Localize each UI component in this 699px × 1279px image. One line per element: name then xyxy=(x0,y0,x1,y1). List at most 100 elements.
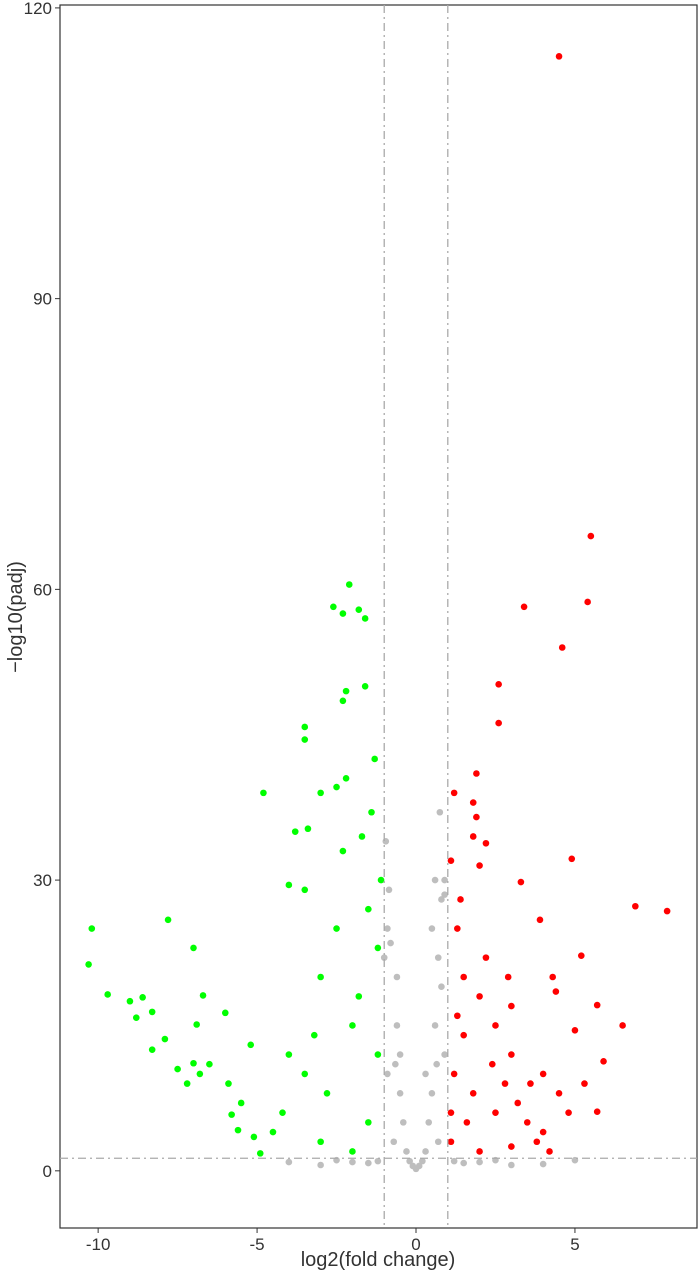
point xyxy=(517,878,525,886)
point xyxy=(384,925,391,932)
point xyxy=(279,1109,286,1116)
point xyxy=(374,1157,382,1165)
point xyxy=(382,838,390,845)
point xyxy=(584,598,591,606)
point xyxy=(310,1031,318,1039)
point xyxy=(523,1119,531,1126)
point xyxy=(317,1161,324,1169)
point xyxy=(406,1157,413,1165)
point xyxy=(476,1158,483,1166)
panel-border xyxy=(59,4,698,1229)
point xyxy=(441,876,448,884)
point xyxy=(164,916,172,924)
point xyxy=(549,973,556,981)
x-tick-label: 5 xyxy=(570,1235,579,1254)
point xyxy=(508,1143,515,1150)
point xyxy=(415,1162,423,1170)
point xyxy=(399,1119,407,1126)
point xyxy=(291,828,299,835)
point xyxy=(285,881,293,889)
point xyxy=(508,1051,515,1058)
point xyxy=(330,603,337,611)
point xyxy=(349,1148,356,1155)
point xyxy=(473,770,480,777)
point xyxy=(539,1128,547,1136)
point xyxy=(396,1089,404,1097)
point xyxy=(587,532,595,540)
point xyxy=(196,1070,204,1078)
point xyxy=(431,1022,439,1029)
point xyxy=(539,1070,547,1078)
point xyxy=(358,833,366,840)
point xyxy=(393,973,401,981)
point xyxy=(447,1138,455,1146)
point xyxy=(183,1080,191,1087)
point xyxy=(428,1089,436,1097)
point xyxy=(392,1060,399,1068)
point xyxy=(269,1128,277,1136)
point xyxy=(454,1012,461,1020)
point xyxy=(555,1089,563,1097)
point xyxy=(234,1126,242,1134)
point xyxy=(256,1150,264,1157)
point xyxy=(593,1108,601,1116)
point xyxy=(339,697,347,705)
point xyxy=(428,925,436,932)
point xyxy=(371,755,378,763)
point xyxy=(508,1002,515,1010)
point xyxy=(304,825,312,833)
point xyxy=(536,916,544,924)
point xyxy=(539,1160,547,1168)
point xyxy=(403,1148,410,1155)
point xyxy=(385,886,393,894)
point xyxy=(504,973,512,981)
y-axis-title: −log10(padj) xyxy=(5,561,27,673)
point xyxy=(409,1162,417,1170)
point xyxy=(225,1080,232,1087)
point xyxy=(342,687,350,695)
point xyxy=(199,992,207,999)
point xyxy=(260,789,267,797)
point xyxy=(492,1109,499,1116)
point xyxy=(317,1138,324,1146)
point xyxy=(495,719,502,727)
point xyxy=(190,1059,197,1067)
point xyxy=(193,1021,200,1028)
point xyxy=(374,1051,382,1058)
point xyxy=(469,833,477,840)
point xyxy=(221,1009,229,1017)
point xyxy=(396,1051,404,1058)
point xyxy=(495,681,502,688)
point xyxy=(501,1080,509,1087)
point xyxy=(355,993,363,1000)
x-axis-title: log2(fold change) xyxy=(301,1249,456,1271)
point xyxy=(425,1119,433,1126)
point xyxy=(148,1046,156,1053)
point xyxy=(419,1157,426,1165)
y-tick-label: 90 xyxy=(33,290,52,309)
point xyxy=(593,1001,601,1009)
point xyxy=(450,1070,458,1078)
point xyxy=(345,581,353,588)
point xyxy=(317,973,324,981)
point xyxy=(104,991,111,998)
point xyxy=(436,808,444,816)
point xyxy=(342,775,350,782)
y-tick-label: 0 xyxy=(43,1162,52,1181)
point xyxy=(558,644,566,651)
y-tick-label: 30 xyxy=(33,871,52,890)
point xyxy=(555,53,563,60)
point xyxy=(508,1161,515,1169)
point xyxy=(247,1041,255,1049)
point xyxy=(460,1031,467,1039)
point xyxy=(482,954,490,961)
point xyxy=(301,886,309,894)
point xyxy=(368,808,375,816)
point xyxy=(514,1099,522,1107)
point xyxy=(434,954,442,961)
point xyxy=(482,839,490,847)
point xyxy=(441,891,448,898)
point xyxy=(390,1138,398,1146)
point xyxy=(174,1065,181,1073)
